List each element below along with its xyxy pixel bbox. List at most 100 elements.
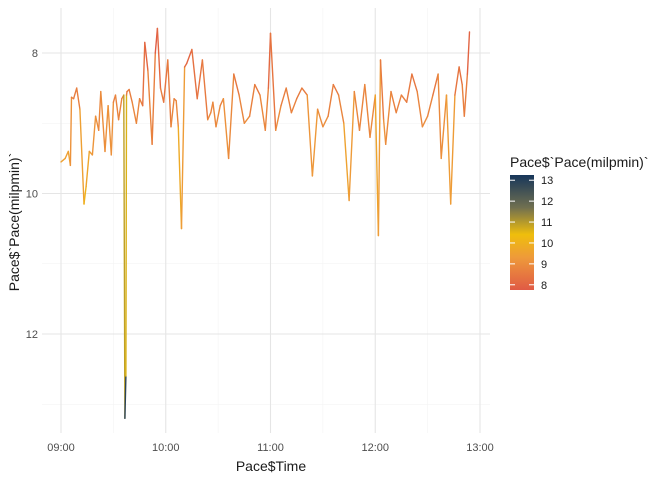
legend-tick-label: 13 — [541, 175, 553, 187]
legend-title: Pace$`Pace(milpmin)` — [510, 154, 648, 170]
line-segment — [167, 59, 172, 128]
line-segment — [296, 87, 303, 100]
pace-line-series — [60, 27, 471, 419]
line-segment — [177, 126, 183, 230]
line-segment — [395, 94, 403, 114]
line-segment — [175, 100, 180, 128]
line-segment — [233, 73, 240, 96]
line-segment — [75, 87, 81, 110]
line-segment — [107, 104, 113, 156]
line-segment — [364, 83, 371, 139]
line-segment — [227, 73, 235, 160]
grid — [42, 8, 490, 433]
line-segment — [311, 108, 319, 177]
color-legend: Pace$`Pace(milpmin)` 8 9 10 11 12 13 — [510, 154, 648, 292]
line-segment — [248, 83, 256, 117]
line-segment — [110, 101, 115, 156]
line-segment — [72, 87, 78, 100]
line-segment — [280, 87, 287, 107]
legend-tick-label: 12 — [541, 196, 553, 208]
legend-tick-label: 9 — [541, 259, 547, 271]
line-segment — [437, 73, 442, 160]
legend-ticks: 8 9 10 11 12 13 — [510, 175, 553, 292]
line-segment — [212, 101, 217, 128]
legend-color-bar — [510, 175, 534, 290]
line-segment — [337, 94, 345, 125]
line-segment — [60, 157, 66, 163]
line-segment — [374, 94, 380, 237]
line-segment — [458, 66, 463, 86]
x-tick-label: 11:00 — [257, 442, 284, 454]
line-segment — [454, 66, 460, 96]
line-segment — [124, 375, 127, 419]
line-segment — [144, 41, 149, 72]
line-segment — [243, 115, 251, 125]
line-segment — [114, 94, 120, 121]
line-segment — [382, 118, 387, 146]
line-segment — [170, 97, 175, 128]
legend-tick-label: 8 — [541, 280, 547, 292]
x-tick-label: 09:00 — [47, 442, 75, 454]
line-segment — [322, 115, 329, 128]
line-segment — [151, 52, 157, 146]
line-segment — [301, 87, 308, 96]
legend-tick-label: 11 — [541, 217, 552, 229]
line-segment — [353, 90, 361, 132]
line-segment — [440, 94, 448, 160]
line-segment — [125, 94, 128, 377]
line-segment — [128, 88, 133, 103]
line-segment — [97, 90, 102, 132]
line-segment — [269, 32, 277, 132]
line-segment — [285, 87, 293, 114]
line-segment — [306, 94, 314, 177]
line-segment — [327, 83, 334, 117]
y-tick-label: 8 — [32, 48, 38, 60]
line-segment — [69, 96, 73, 167]
line-segment — [185, 48, 193, 65]
x-axis-ticks: 09:00 10:00 11:00 12:00 13:00 — [47, 442, 494, 454]
line-segment — [290, 97, 298, 114]
x-axis-title: Pace$Time — [236, 458, 307, 474]
line-segment — [159, 87, 165, 103]
line-segment — [206, 111, 212, 121]
line-segment — [238, 94, 246, 125]
line-segment — [254, 83, 261, 96]
line-segment — [117, 97, 123, 121]
line-segment — [343, 122, 350, 202]
line-segment — [180, 66, 186, 230]
line-segment — [461, 83, 465, 117]
line-segment — [131, 101, 138, 125]
line-segment — [332, 83, 340, 96]
x-tick-label: 13:00 — [466, 442, 494, 454]
line-segment — [379, 59, 385, 121]
line-segment — [416, 90, 424, 128]
line-segment — [201, 59, 209, 121]
line-segment — [83, 185, 87, 205]
line-segment — [191, 48, 198, 100]
y-axis-ticks: 8 10 12 — [26, 48, 38, 341]
line-segment — [222, 97, 230, 160]
line-segment — [267, 32, 272, 89]
line-segment — [135, 97, 141, 125]
line-segment — [348, 90, 355, 202]
line-segment — [215, 104, 221, 128]
line-segment — [450, 94, 456, 205]
line-segment — [385, 90, 392, 146]
line-segment — [421, 115, 429, 128]
line-segment — [264, 87, 270, 132]
line-segment — [91, 115, 97, 156]
line-segment — [411, 73, 418, 93]
x-tick-label: 10:00 — [152, 442, 180, 454]
line-segment — [100, 90, 106, 153]
line-segment — [432, 73, 439, 96]
line-segment — [104, 104, 109, 153]
line-segment — [426, 94, 434, 117]
line-segment — [123, 94, 126, 419]
line-segment — [85, 150, 91, 188]
y-tick-label: 10 — [26, 189, 38, 201]
line-segment — [369, 94, 376, 139]
line-segment — [445, 94, 452, 205]
line-segment — [377, 59, 382, 237]
line-segment — [147, 69, 153, 146]
